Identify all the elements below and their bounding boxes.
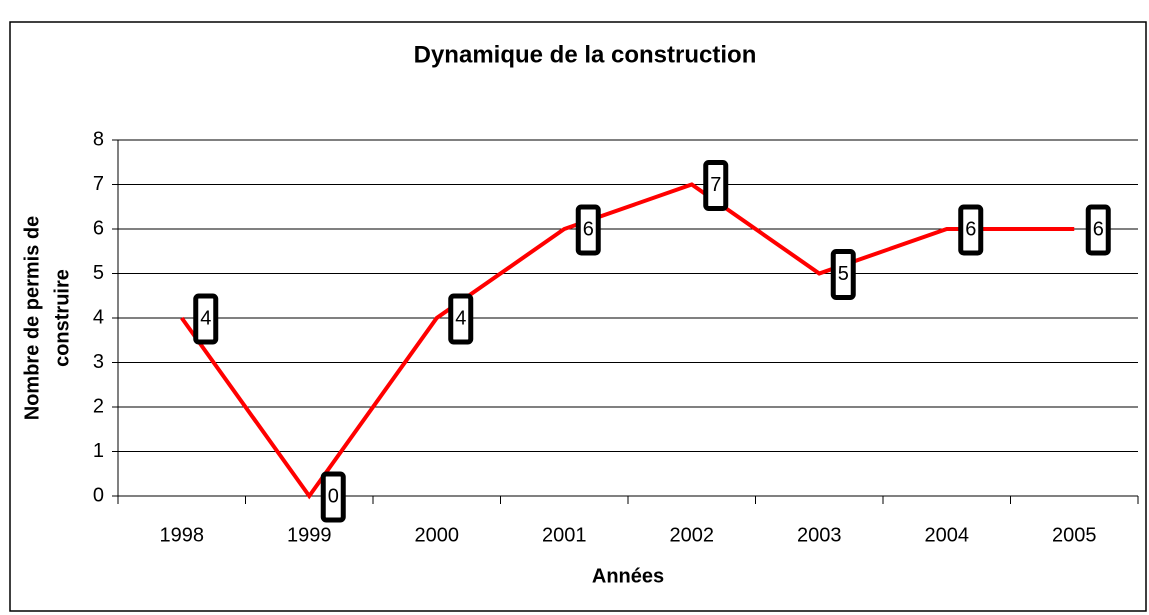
y-tick-label: 3 [93,351,104,373]
y-tick-label: 6 [93,217,104,239]
y-tick-label: 5 [93,262,104,284]
x-tick-label: 2005 [1052,524,1097,546]
chart-title: Dynamique de la construction [414,41,757,68]
data-label: 6 [1093,218,1104,240]
chart-border [9,21,1147,612]
y-axis-title-line: Nombre de permis de [21,216,43,421]
y-tick-label: 2 [93,395,104,417]
data-label: 5 [838,263,849,285]
data-label-box [958,204,984,256]
y-tick-label: 4 [93,306,104,328]
x-tick-label: 2002 [670,524,715,546]
data-label-box [1085,204,1111,256]
data-label-box [703,160,729,211]
y-axis-title: Nombre de permis de construire [21,216,73,421]
y-tick-label: 8 [93,128,104,150]
data-line [180,182,1075,500]
y-tick-label: 0 [93,484,104,506]
x-tick-label: 2001 [542,524,587,546]
data-label-box [448,293,474,345]
data-label-box [320,471,346,523]
data-label: 0 [328,485,339,507]
x-tick-label: 2003 [797,524,842,546]
y-axis-title-line: construire [51,269,73,367]
x-tick-label: 2000 [415,524,460,546]
x-tick-label: 1998 [160,524,205,546]
y-tick-label: 1 [93,440,104,462]
data-label: 6 [965,218,976,240]
data-label: 4 [455,307,466,329]
x-tick-label: 1999 [287,524,332,546]
x-axis-title: Années [592,565,664,587]
data-label-box [830,249,856,300]
data-label: 7 [710,174,721,196]
x-tick-label: 2004 [925,524,970,546]
data-label: 4 [200,307,211,329]
data-label: 6 [583,218,594,240]
data-label-box [575,204,601,256]
data-label-box [193,293,219,345]
y-tick-label: 7 [93,173,104,195]
